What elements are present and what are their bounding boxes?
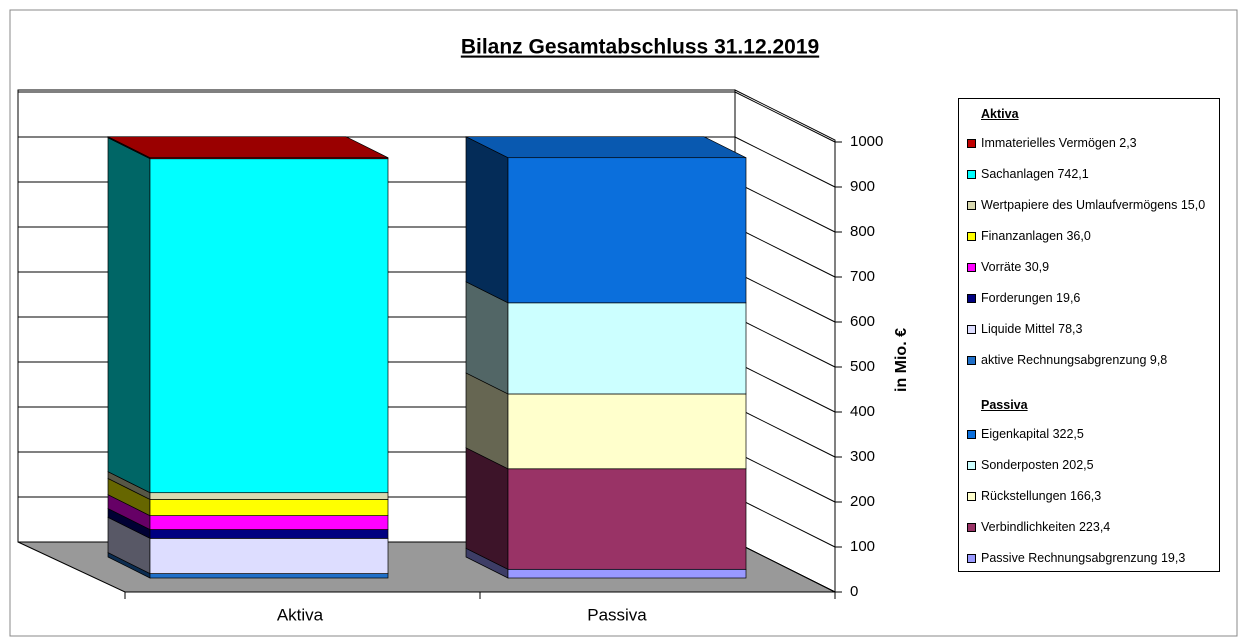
legend-label: Finanzanlagen 36,0 [981,229,1091,243]
grid-line [734,496,836,548]
grid-line [734,91,836,143]
y-tick-label: 300 [850,448,875,465]
legend-label: aktive Rechnungsabgrenzung 9,8 [981,353,1168,367]
y-tick-label: 200 [850,493,875,510]
legend-label: Passive Rechnungsabgrenzung 19,3 [981,551,1186,565]
bar-top [107,136,389,159]
legend-label: Sonderposten 202,5 [981,458,1094,472]
legend-swatch [967,294,976,303]
grid-line [734,541,836,593]
legend: Aktiva Immaterielles Vermögen 2,3 Sachanla… [958,98,1220,572]
bar [149,499,389,516]
y-tick-label: 400 [850,403,875,420]
bar [149,529,389,539]
legend-label: Vorräte 30,9 [981,260,1050,274]
grid-line [734,271,836,323]
legend-swatch [967,461,976,470]
grid-line [734,406,836,458]
grid-line [734,316,836,368]
y-tick-label: 700 [850,268,875,285]
y-tick-label: 600 [850,313,875,330]
bar [507,468,747,570]
legend-swatch [967,170,976,179]
legend-swatch [967,523,976,532]
bar [507,568,747,579]
bar [149,492,389,500]
bar [507,302,747,395]
legend-swatch [967,201,976,210]
legend-header: Aktiva [981,107,1019,121]
grid-line [734,226,836,278]
legend-header: Passiva [981,398,1028,412]
grid-line [734,181,836,233]
bar [149,573,389,579]
legend-label: Liquide Mittel 78,3 [981,322,1083,336]
legend-label: Rückstellungen 166,3 [981,489,1102,503]
bar-top [465,136,747,159]
legend-label: Verbindlichkeiten 223,4 [981,520,1111,534]
grid-line [734,451,836,503]
y-tick-label: 0 [850,583,858,600]
legend-swatch [967,263,976,272]
y-tick-label: 800 [850,223,875,240]
bar-side [107,137,151,494]
x-tick-label: Passiva [587,605,647,624]
legend-label: Forderungen 19,6 [981,291,1081,305]
bar-side [465,136,509,304]
y-tick-label: 900 [850,178,875,195]
side-wall [734,89,836,593]
bar [149,515,389,530]
legend-swatch [967,232,976,241]
grid-line [734,136,836,188]
legend-swatch [967,554,976,563]
legend-swatch [967,356,976,365]
legend-swatch [967,492,976,501]
legend-swatch [967,139,976,148]
legend-swatch [967,430,976,439]
bar [507,393,747,470]
legend-label: Wertpapiere des Umlaufvermögens 15,0 [981,198,1206,212]
y-axis-label: in Mio. € [893,328,910,392]
y-tick-label: 500 [850,358,875,375]
grid-line [734,361,836,413]
y-tick-label: 100 [850,538,875,555]
legend-label: Immaterielles Vermögen 2,3 [981,136,1137,150]
y-tick-label: 1000 [850,133,883,150]
legend-label: Sachanlagen 742,1 [981,167,1089,181]
bar [149,158,389,494]
bar [149,538,389,574]
bar [507,157,747,304]
legend-label: Eigenkapital 322,5 [981,427,1084,441]
legend-swatch [967,325,976,334]
chart-title: Bilanz Gesamtabschluss 31.12.2019 [461,36,819,59]
x-tick-label: Aktiva [277,605,324,624]
